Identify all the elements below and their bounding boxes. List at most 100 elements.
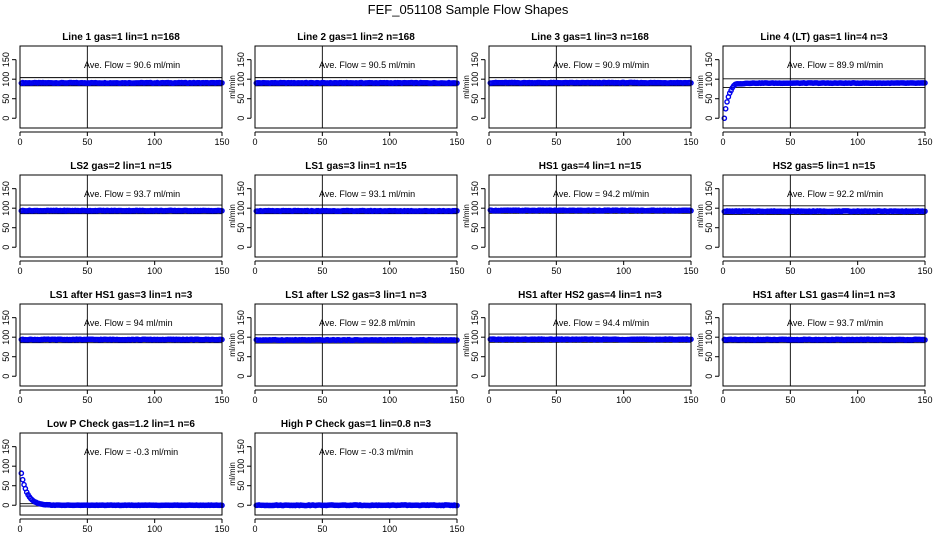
x-tick-label: 50 bbox=[317, 395, 327, 405]
y-tick-label: 0 bbox=[236, 374, 246, 379]
y-tick-label: 150 bbox=[236, 181, 246, 196]
panel-title: Line 1 gas=1 lin=1 n=168 bbox=[62, 32, 180, 43]
y-tick-label: 0 bbox=[1, 503, 11, 508]
y-tick-label: 100 bbox=[704, 330, 714, 345]
y-tick-label: 100 bbox=[1, 330, 11, 345]
average-flow-annotation: Ave. Flow = 93.7 ml/min bbox=[84, 189, 180, 199]
y-tick-label: 50 bbox=[470, 223, 480, 233]
x-tick-label: 0 bbox=[17, 137, 22, 147]
y-tick-label: 50 bbox=[1, 352, 11, 362]
y-tick-label: 50 bbox=[1, 223, 11, 233]
x-tick-label: 150 bbox=[917, 137, 932, 147]
x-tick-label: 150 bbox=[917, 395, 932, 405]
data-point bbox=[19, 476, 26, 483]
y-tick-label: 100 bbox=[470, 72, 480, 87]
x-tick-label: 50 bbox=[317, 524, 327, 534]
panel-title: HS2 gas=5 lin=1 n=15 bbox=[773, 161, 876, 172]
panels-group: Line 1 gas=1 lin=1 n=168 0 50 100 150 0 50 100 1… bbox=[0, 32, 933, 534]
x-tick-label: 50 bbox=[785, 395, 795, 405]
chart-panel: Line 4 (LT) gas=1 lin=4 n=3 0 50 100 150 0 50 1… bbox=[696, 32, 933, 147]
x-tick-label: 150 bbox=[449, 524, 464, 534]
point-series bbox=[487, 207, 694, 214]
y-tick-label: 150 bbox=[1, 310, 11, 325]
x-tick-label: 150 bbox=[683, 266, 698, 276]
y-tick-label: 50 bbox=[1, 94, 11, 104]
average-flow-annotation: Ave. Flow = 94 ml/min bbox=[84, 318, 173, 328]
x-tick-label: 150 bbox=[214, 395, 229, 405]
chart-panel: Low P Check gas=1.2 lin=1 n=6 0 50 100 150 0 5… bbox=[0, 419, 230, 534]
y-tick-label: 50 bbox=[470, 94, 480, 104]
panel-title: HS1 after LS1 gas=4 lin=1 n=3 bbox=[753, 290, 896, 301]
x-tick-label: 150 bbox=[449, 266, 464, 276]
plot-frame bbox=[722, 174, 926, 258]
point-series bbox=[18, 79, 225, 86]
y-tick-label: 50 bbox=[236, 352, 246, 362]
x-tick-label: 150 bbox=[917, 266, 932, 276]
plot-frame bbox=[19, 303, 223, 387]
y-axis-label: ml/min bbox=[696, 333, 705, 357]
y-tick-label: 100 bbox=[1, 201, 11, 216]
data-point bbox=[722, 106, 729, 112]
x-tick-label: 150 bbox=[214, 266, 229, 276]
average-flow-annotation: Ave. Flow = 89.9 ml/min bbox=[787, 60, 883, 70]
y-tick-label: 100 bbox=[236, 330, 246, 345]
y-tick-label: 150 bbox=[236, 439, 246, 454]
y-tick-label: 150 bbox=[470, 181, 480, 196]
panel-title: High P Check gas=1 lin=0.8 n=3 bbox=[281, 419, 432, 430]
plot-frame bbox=[254, 432, 458, 516]
x-tick-label: 0 bbox=[720, 266, 725, 276]
x-tick-label: 100 bbox=[616, 266, 631, 276]
x-tick-label: 50 bbox=[82, 395, 92, 405]
point-series bbox=[18, 470, 225, 509]
y-tick-label: 150 bbox=[1, 439, 11, 454]
panel-title: Line 3 gas=1 lin=3 n=168 bbox=[531, 32, 649, 43]
y-tick-label: 100 bbox=[704, 201, 714, 216]
y-tick-label: 0 bbox=[470, 374, 480, 379]
point-series bbox=[487, 336, 694, 343]
chart-panel: Line 3 gas=1 lin=3 n=168 0 50 100 150 0 50 100 1… bbox=[462, 32, 699, 147]
y-tick-label: 150 bbox=[1, 52, 11, 67]
y-tick-label: 150 bbox=[1, 181, 11, 196]
panel-title: LS1 after HS1 gas=3 lin=1 n=3 bbox=[50, 290, 193, 301]
y-axis-label: ml/min bbox=[696, 75, 705, 99]
x-tick-label: 100 bbox=[850, 266, 865, 276]
average-flow-annotation: Ave. Flow = 90.5 ml/min bbox=[319, 60, 415, 70]
y-tick-label: 100 bbox=[236, 72, 246, 87]
x-tick-label: 100 bbox=[147, 266, 162, 276]
x-tick-label: 150 bbox=[214, 137, 229, 147]
average-flow-annotation: Ave. Flow = -0.3 ml/min bbox=[319, 447, 413, 457]
y-tick-label: 100 bbox=[470, 201, 480, 216]
chart-panel: HS1 after LS1 gas=4 lin=1 n=3 0 50 100 150 0 5… bbox=[696, 290, 933, 405]
y-tick-label: 150 bbox=[704, 181, 714, 196]
y-tick-label: 0 bbox=[470, 116, 480, 121]
data-point bbox=[721, 115, 728, 122]
y-tick-label: 100 bbox=[470, 330, 480, 345]
x-tick-label: 0 bbox=[17, 266, 22, 276]
x-tick-label: 50 bbox=[317, 137, 327, 147]
average-flow-annotation: Ave. Flow = 94.2 ml/min bbox=[553, 189, 649, 199]
plot-frame bbox=[19, 432, 223, 516]
x-tick-label: 100 bbox=[147, 137, 162, 147]
chart-panel: HS2 gas=5 lin=1 n=15 0 50 100 150 0 50 100 150 ml… bbox=[696, 161, 933, 276]
x-tick-label: 0 bbox=[252, 137, 257, 147]
point-series bbox=[253, 336, 460, 344]
x-tick-label: 100 bbox=[382, 266, 397, 276]
y-tick-label: 100 bbox=[1, 72, 11, 87]
y-tick-label: 50 bbox=[236, 94, 246, 104]
x-tick-label: 100 bbox=[382, 524, 397, 534]
chart-panel: High P Check gas=1 lin=0.8 n=3 0 50 100 150 0… bbox=[228, 419, 465, 534]
y-tick-label: 50 bbox=[236, 481, 246, 491]
y-axis-label: ml/min bbox=[462, 204, 471, 228]
chart-panel: LS1 after HS1 gas=3 lin=1 n=3 0 50 100 150 0 5… bbox=[0, 290, 230, 405]
x-tick-label: 100 bbox=[850, 395, 865, 405]
y-axis-label: ml/min bbox=[0, 75, 2, 99]
x-tick-label: 100 bbox=[147, 395, 162, 405]
x-tick-label: 0 bbox=[486, 395, 491, 405]
point-series bbox=[721, 208, 928, 215]
panel-title: LS1 gas=3 lin=1 n=15 bbox=[305, 161, 407, 172]
x-tick-label: 100 bbox=[850, 137, 865, 147]
panel-title: HS1 gas=4 lin=1 n=15 bbox=[539, 161, 642, 172]
panel-title: Line 2 gas=1 lin=2 n=168 bbox=[297, 32, 415, 43]
x-tick-label: 100 bbox=[616, 395, 631, 405]
